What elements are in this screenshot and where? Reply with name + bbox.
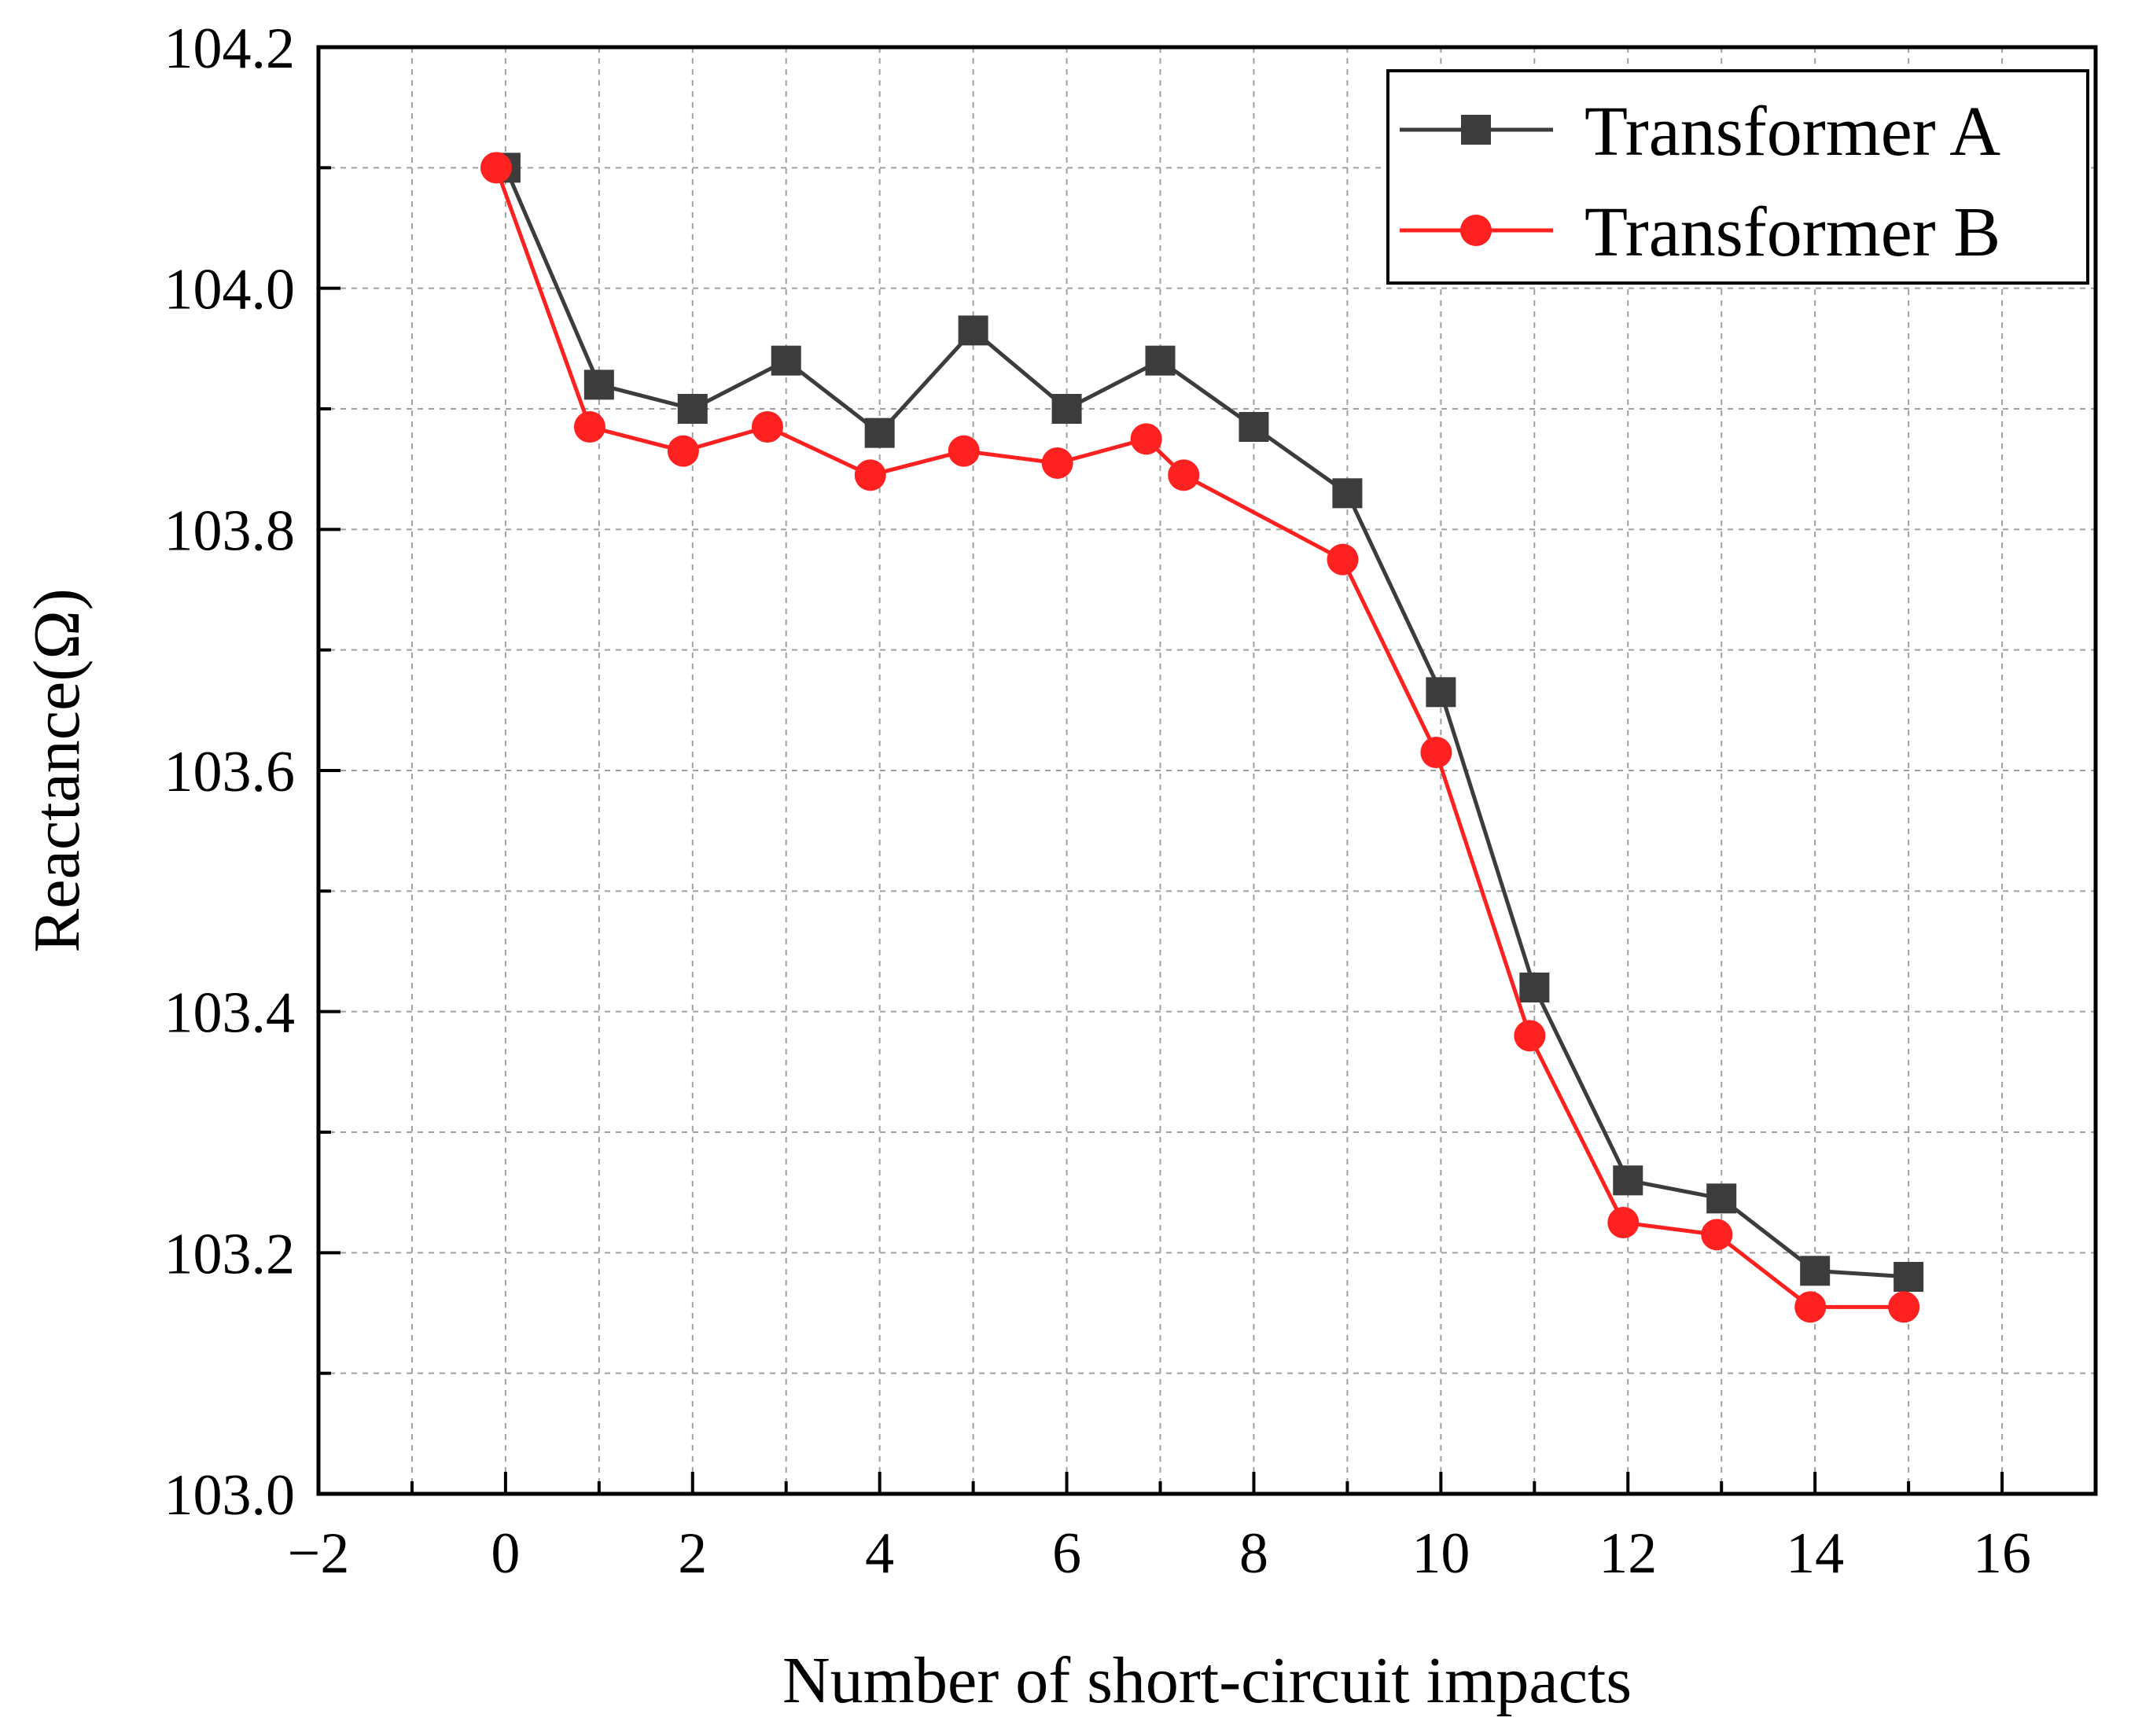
data-point-circle	[1168, 459, 1200, 491]
data-point-circle	[1514, 1020, 1546, 1052]
legend: Transformer A Transformer B	[1386, 69, 2089, 285]
data-point-square	[583, 370, 614, 400]
y-axis-title: Reactance(Ω)	[20, 588, 94, 952]
y-tick-label: 104.2	[164, 17, 296, 81]
data-point-square	[1238, 412, 1269, 442]
y-tick-label: 103.6	[164, 740, 296, 804]
y-tick-label: 103.2	[164, 1222, 296, 1286]
data-point-circle	[1888, 1291, 1920, 1323]
legend-box	[1386, 69, 2089, 285]
legend-marker-circle	[1460, 215, 1492, 246]
y-tick-label: 104.0	[164, 258, 296, 322]
x-tick-label: 14	[1786, 1521, 1844, 1586]
legend-label-transformer-b: Transformer B	[1584, 193, 2000, 271]
legend-label-transformer-a: Transformer A	[1584, 93, 2000, 171]
data-point-circle	[667, 435, 699, 467]
x-tick-label: 2	[678, 1521, 707, 1586]
data-point-circle	[573, 411, 605, 443]
series-line-transformer-b	[494, 167, 1905, 1309]
data-point-circle	[480, 152, 512, 184]
x-tick-label: 10	[1411, 1521, 1470, 1586]
data-point-circle	[1420, 737, 1452, 768]
y-tick-label: 103.0	[164, 1463, 296, 1528]
data-point-square	[1426, 677, 1456, 708]
data-point-square	[1894, 1262, 1924, 1292]
data-point-circle	[948, 435, 980, 467]
x-tick-label: 4	[865, 1521, 894, 1586]
series-line-transformer-a	[503, 167, 1909, 1279]
data-point-circle	[1041, 447, 1073, 479]
y-tick-label: 103.8	[164, 498, 296, 563]
x-tick-label: 12	[1599, 1521, 1657, 1586]
data-point-square	[1051, 394, 1082, 424]
x-tick-label: 16	[1973, 1521, 2031, 1586]
series-transformer-b	[480, 152, 1920, 1323]
ticks	[317, 46, 2004, 1495]
data-point-square	[677, 394, 708, 424]
data-point-square	[1613, 1165, 1643, 1196]
data-point-circle	[1701, 1219, 1733, 1251]
data-point-circle	[1327, 543, 1359, 576]
y-tick-label: 103.4	[164, 981, 296, 1046]
data-point-circle	[751, 411, 783, 443]
data-point-circle	[1794, 1291, 1827, 1323]
data-point-circle	[854, 459, 886, 491]
data-point-circle	[1130, 423, 1162, 455]
data-point-square	[1706, 1183, 1737, 1214]
x-axis-title: Number of short-circuit impacts	[782, 1644, 1632, 1717]
tick-labels: −2 0 2 4 6 8 10 12 14 16 103.0 103.2 103.4 103.6 103.8…	[164, 17, 2032, 1586]
data-point-square	[958, 315, 988, 346]
x-tick-label: 6	[1052, 1521, 1081, 1586]
data-point-square	[1332, 478, 1363, 509]
series-layer	[480, 152, 1924, 1323]
x-tick-label: 0	[491, 1521, 520, 1586]
data-point-square	[1800, 1256, 1831, 1286]
x-tick-label: −2	[288, 1521, 350, 1586]
legend-marker-square	[1461, 115, 1491, 145]
data-point-square	[1519, 973, 1550, 1002]
x-tick-label: 8	[1239, 1521, 1268, 1586]
data-point-circle	[1607, 1207, 1640, 1238]
data-point-square	[771, 345, 801, 376]
data-point-square	[864, 417, 895, 448]
data-point-square	[1145, 345, 1176, 376]
